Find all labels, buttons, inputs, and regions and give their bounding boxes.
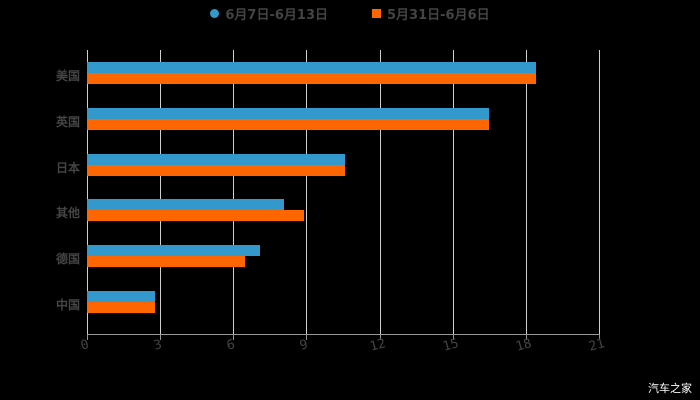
category-label: 德国 — [55, 252, 80, 266]
bar[interactable] — [87, 73, 536, 84]
gridline — [525, 50, 527, 335]
bar[interactable] — [87, 302, 156, 313]
gridline — [379, 50, 381, 335]
x-axis — [87, 334, 600, 335]
x-tick — [452, 334, 454, 340]
gridline — [452, 50, 454, 335]
gridline — [599, 50, 600, 335]
bar[interactable] — [87, 199, 285, 210]
category-label: 日本 — [55, 161, 80, 175]
bar[interactable] — [87, 256, 246, 267]
bar[interactable] — [87, 119, 490, 130]
category-label: 其他 — [55, 206, 80, 220]
series-2-marker-icon — [372, 9, 381, 18]
bar[interactable] — [87, 210, 304, 221]
bar[interactable] — [87, 62, 536, 73]
gridline — [160, 50, 162, 335]
x-tick — [160, 334, 162, 340]
bar[interactable] — [87, 291, 156, 302]
legend: 6月7日-6月13日 5月31日-6月6日 — [0, 4, 700, 23]
gridline — [306, 50, 308, 335]
legend-label-2: 5月31日-6月6日 — [387, 8, 490, 23]
x-tick — [525, 334, 527, 340]
x-tick — [379, 334, 381, 340]
x-tick — [233, 334, 235, 340]
x-tick-label: 15 — [441, 336, 461, 355]
category-label: 美国 — [55, 69, 80, 83]
bar[interactable] — [87, 165, 346, 176]
x-tick — [87, 334, 88, 340]
bar[interactable] — [87, 108, 490, 119]
x-tick-label: 0 — [79, 337, 91, 354]
x-tick-label: 18 — [514, 336, 534, 355]
x-tick — [306, 334, 308, 340]
x-tick-label: 6 — [225, 337, 237, 354]
gridline — [233, 50, 235, 335]
bar[interactable] — [87, 245, 261, 256]
category-label: 英国 — [55, 115, 80, 129]
x-tick — [599, 334, 600, 340]
x-tick-label: 12 — [367, 336, 387, 355]
legend-label-1: 6月7日-6月13日 — [225, 8, 328, 23]
category-label: 中国 — [55, 298, 80, 312]
bar[interactable] — [87, 154, 346, 165]
watermark: 汽车之家 — [648, 382, 692, 395]
x-tick-label: 9 — [298, 337, 311, 354]
legend-item-series-2[interactable]: 5月31日-6月6日 — [372, 4, 490, 23]
gridline — [87, 50, 88, 335]
legend-item-series-1[interactable]: 6月7日-6月13日 — [210, 4, 328, 23]
x-tick-label: 21 — [587, 336, 607, 355]
series-1-marker-icon — [210, 9, 220, 18]
x-tick-label: 3 — [152, 337, 164, 354]
